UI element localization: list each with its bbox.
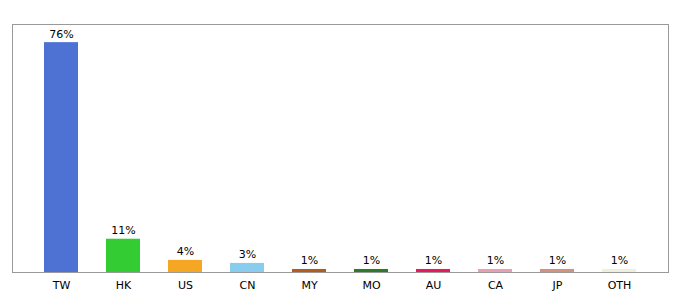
- svg-text:1%: 1%: [549, 254, 566, 267]
- svg-text:MY: MY: [301, 279, 317, 292]
- svg-text:TW: TW: [52, 279, 71, 292]
- svg-text:1%: 1%: [487, 254, 504, 267]
- svg-text:OTH: OTH: [608, 279, 632, 292]
- svg-text:JP: JP: [552, 279, 563, 292]
- svg-text:3%: 3%: [239, 248, 256, 261]
- svg-text:1%: 1%: [425, 254, 442, 267]
- svg-text:76%: 76%: [49, 28, 73, 41]
- svg-text:HK: HK: [116, 279, 132, 292]
- svg-text:1%: 1%: [611, 254, 628, 267]
- svg-text:CN: CN: [240, 279, 256, 292]
- svg-text:AU: AU: [426, 279, 442, 292]
- svg-text:1%: 1%: [301, 254, 318, 267]
- svg-text:11%: 11%: [111, 224, 135, 237]
- svg-text:MO: MO: [362, 279, 380, 292]
- svg-text:4%: 4%: [177, 245, 194, 258]
- svg-text:1%: 1%: [363, 254, 380, 267]
- svg-text:US: US: [178, 279, 193, 292]
- svg-text:CA: CA: [488, 279, 504, 292]
